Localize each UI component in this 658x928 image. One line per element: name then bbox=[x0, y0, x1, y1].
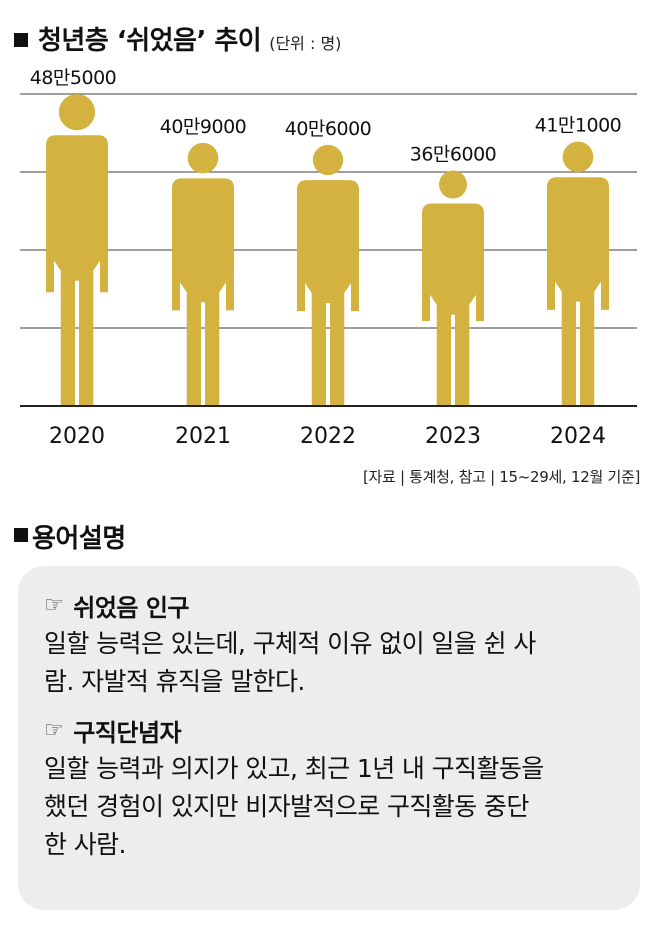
x-tick-label: 2020 bbox=[49, 424, 105, 449]
glossary-term-1: ☞ 쉬었음 인구 bbox=[44, 588, 614, 623]
person-head bbox=[58, 94, 96, 131]
person-head bbox=[562, 141, 594, 173]
unit-label: (단위 : 명) bbox=[269, 34, 342, 53]
person-head bbox=[187, 142, 219, 174]
pointing-hand-icon: ☞ bbox=[44, 593, 64, 618]
description-line: 한 사람. bbox=[44, 830, 127, 859]
x-tick-label: 2024 bbox=[550, 424, 606, 449]
description-line: 일할 능력과 의지가 있고, 최근 1년 내 구직활동을 bbox=[44, 754, 544, 783]
data-label: 41만1000 bbox=[535, 115, 622, 137]
glossary-title-row: 용어설명 bbox=[14, 518, 126, 555]
term-label: 쉬었음 인구 bbox=[73, 594, 189, 622]
chart-title: 청년층 ‘쉬었음’ 추이 bbox=[38, 26, 262, 56]
description-line: 람. 자발적 휴직을 말한다. bbox=[44, 667, 305, 696]
person-head bbox=[439, 170, 467, 199]
glossary-bullet-square bbox=[14, 527, 28, 542]
person-body bbox=[547, 177, 609, 406]
person-bar-2022 bbox=[297, 144, 359, 406]
x-tick-label: 2021 bbox=[175, 424, 231, 449]
person-body bbox=[46, 135, 108, 406]
chart-title-row: 청년층 ‘쉬었음’ 추이 (단위 : 명) bbox=[14, 20, 341, 57]
data-label: 40만6000 bbox=[285, 118, 372, 140]
pictogram-chart: 48만5000 2020 40만9000 2021 40만6000 2022 36만6000… bbox=[20, 67, 637, 449]
person-head bbox=[312, 144, 344, 176]
glossary-title: 용어설명 bbox=[32, 524, 126, 554]
data-label: 40만9000 bbox=[160, 116, 247, 138]
x-tick-label: 2022 bbox=[300, 424, 356, 449]
term-description: 일할 능력과 의지가 있고, 최근 1년 내 구직활동을 했던 경험이 있지만 … bbox=[44, 750, 614, 864]
source-note: [자료 | 통계청, 참고 | 15~29세, 12월 기준] bbox=[362, 468, 640, 486]
glossary-panel: ☞ 쉬었음 인구 일할 능력은 있는데, 구체적 이유 없이 일을 쉰 사 람.… bbox=[18, 566, 640, 910]
pointing-hand-icon: ☞ bbox=[44, 718, 64, 743]
x-tick-label: 2023 bbox=[425, 424, 481, 449]
person-body bbox=[422, 203, 484, 406]
person-body bbox=[172, 178, 234, 406]
title-bullet-square bbox=[14, 33, 28, 47]
person-bar-2023 bbox=[422, 170, 484, 406]
person-body bbox=[297, 180, 359, 406]
glossary-term-2: ☞ 구직단념자 bbox=[44, 713, 614, 748]
term-description: 일할 능력은 있는데, 구체적 이유 없이 일을 쉰 사 람. 자발적 휴직을 … bbox=[44, 625, 614, 701]
description-line: 했던 경험이 있지만 비자발적으로 구직활동 중단 bbox=[44, 792, 529, 821]
data-label: 48만5000 bbox=[30, 67, 117, 89]
person-bar-2021 bbox=[172, 142, 234, 406]
term-label: 구직단념자 bbox=[73, 719, 182, 747]
person-bar-2024 bbox=[547, 141, 609, 406]
data-label: 36만6000 bbox=[410, 144, 497, 166]
person-bar-2020 bbox=[46, 94, 108, 406]
description-line: 일할 능력은 있는데, 구체적 이유 없이 일을 쉰 사 bbox=[44, 629, 536, 658]
